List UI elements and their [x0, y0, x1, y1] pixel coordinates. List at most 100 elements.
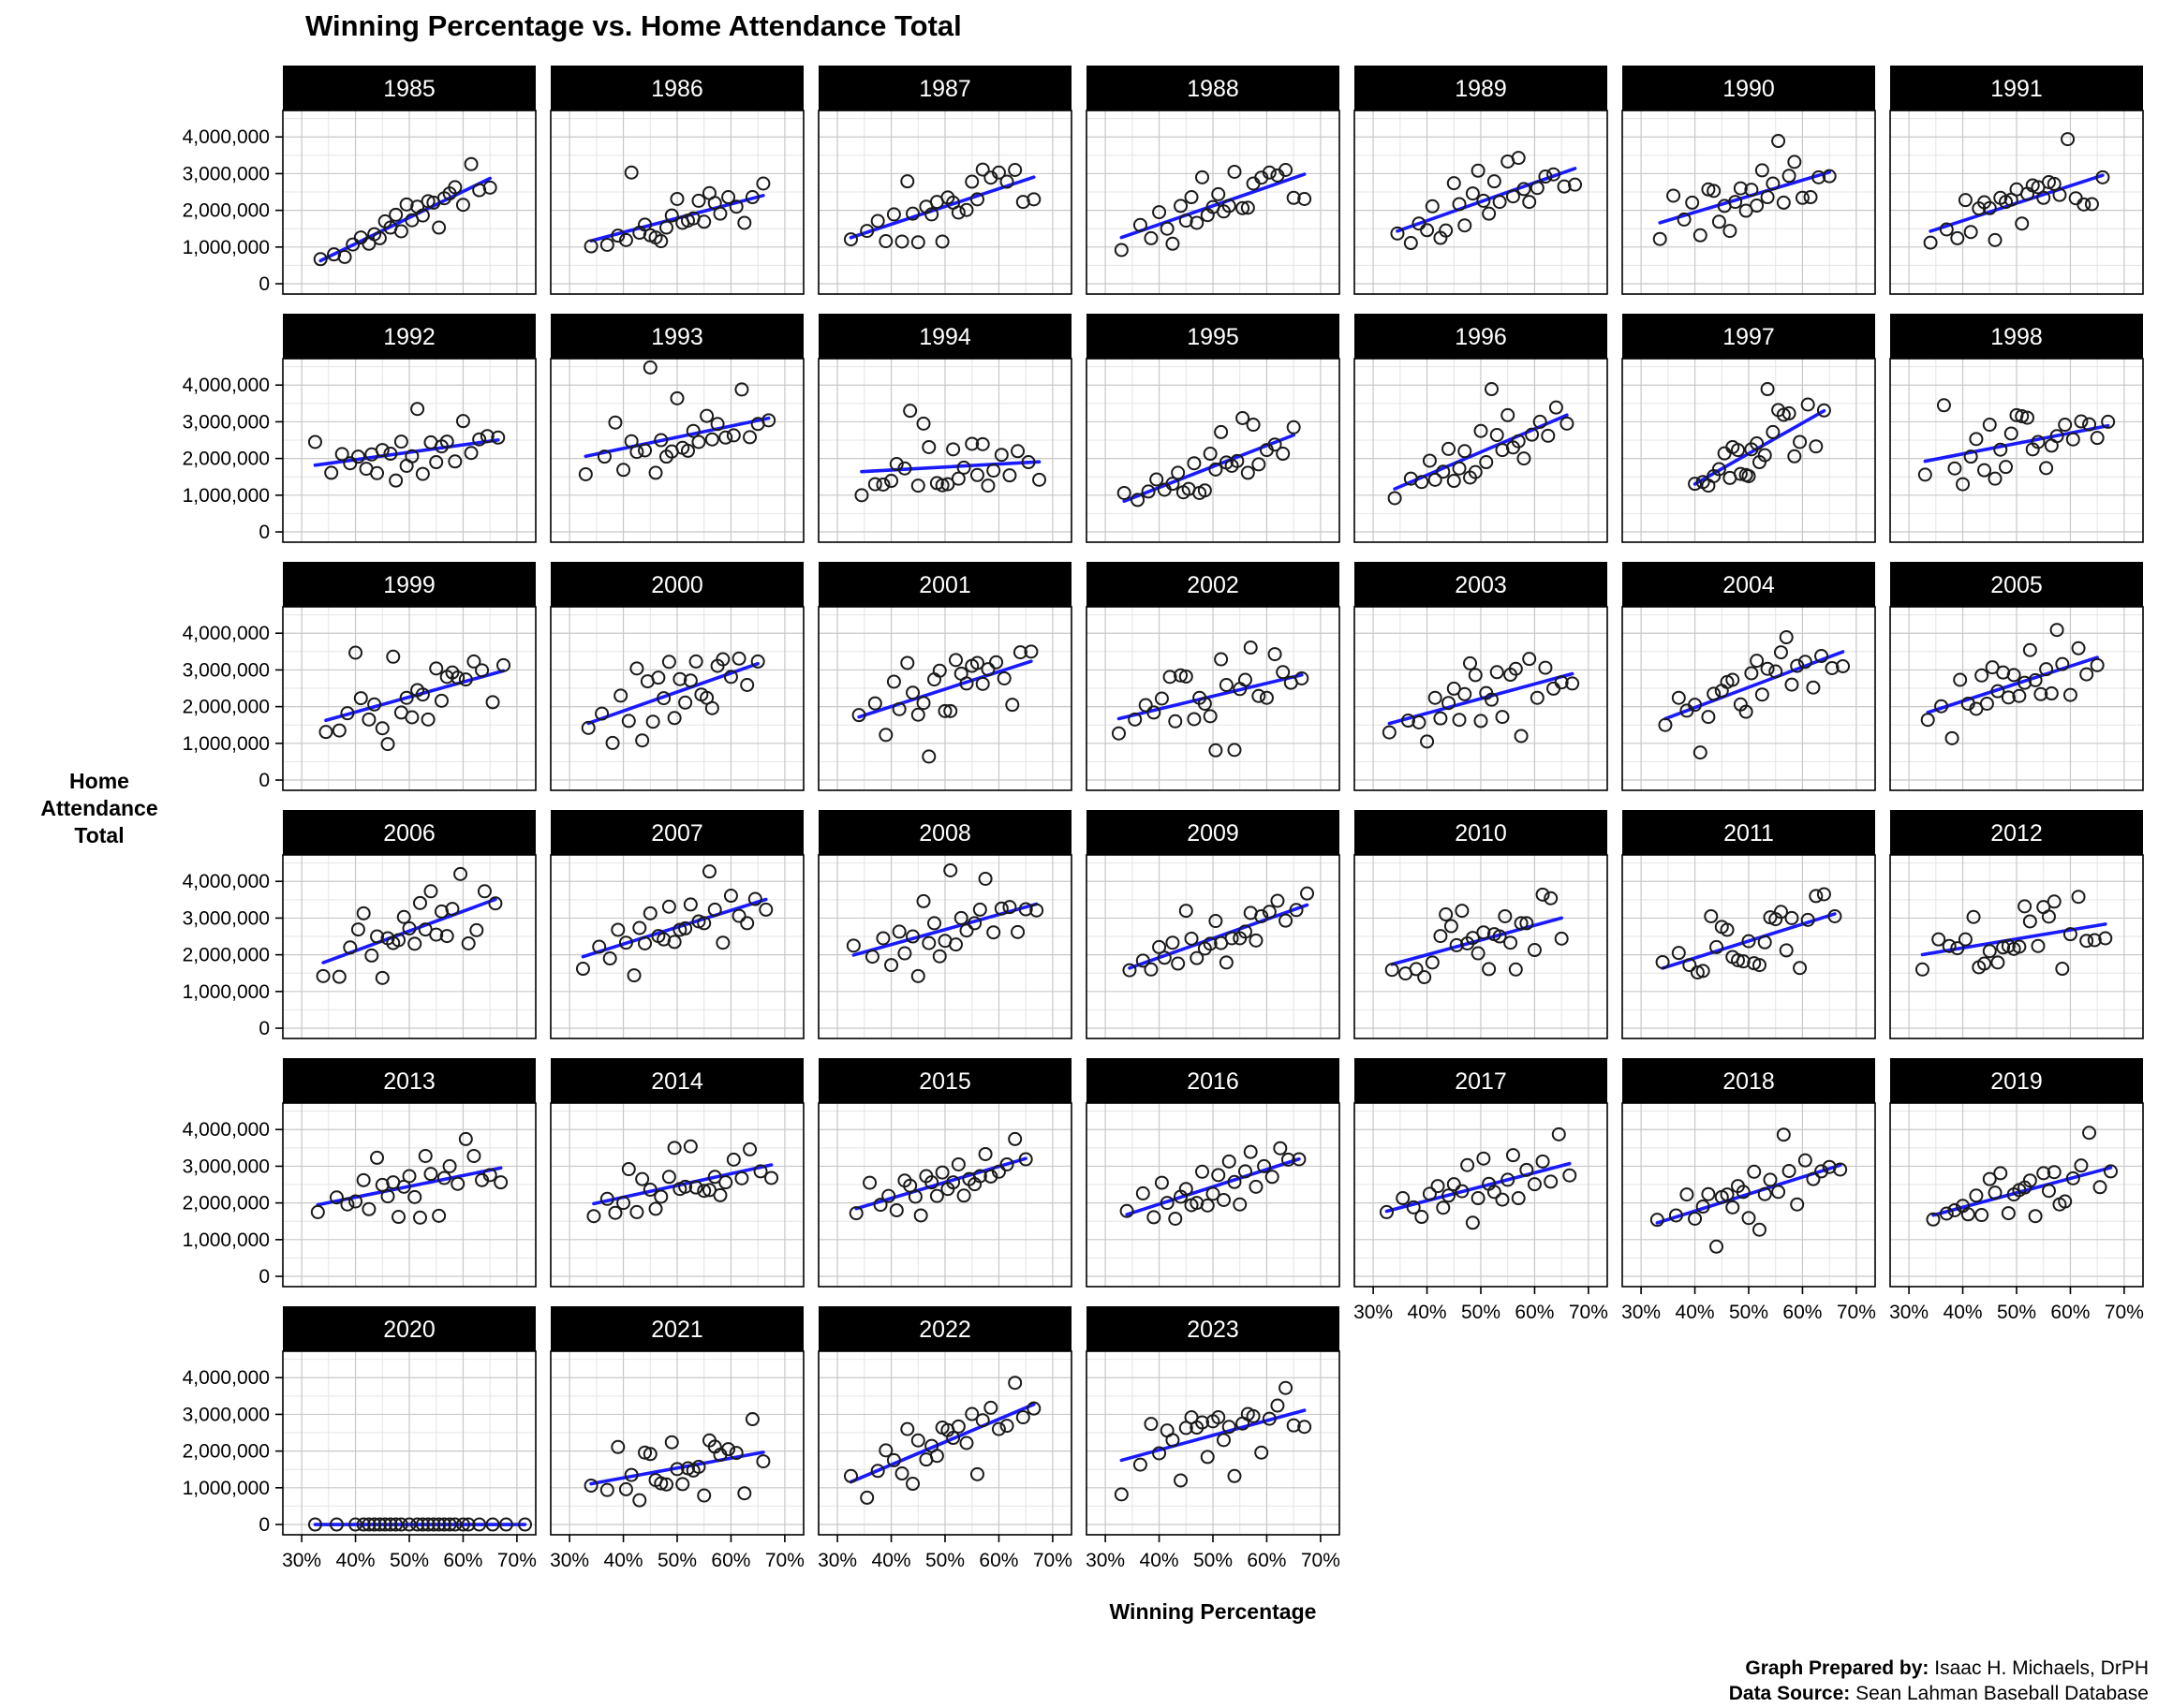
data-point [1254, 908, 1269, 923]
data-point [726, 1152, 741, 1167]
data-point [2022, 914, 2037, 929]
data-point [1289, 903, 1304, 918]
data-point [2071, 640, 2086, 655]
trend-line [1116, 672, 1304, 721]
data-point [1720, 1187, 1735, 1202]
data-point [1814, 1164, 1829, 1179]
data-point [916, 696, 931, 711]
x-tick-label: 60% [1247, 1550, 1286, 1571]
data-point [1508, 962, 1523, 977]
data-point [399, 690, 414, 705]
data-point [1463, 655, 1478, 670]
data-point [750, 654, 765, 669]
data-point [1184, 931, 1199, 946]
data-point [1174, 668, 1189, 683]
data-point [673, 922, 687, 937]
data-point [1165, 1433, 1180, 1448]
facet-strip [1354, 810, 1607, 855]
x-tick-label: 60% [979, 1550, 1018, 1571]
data-point [1152, 939, 1167, 954]
data-point [410, 402, 425, 417]
data-point [1119, 1203, 1134, 1218]
data-point [423, 1167, 438, 1182]
data-point [1744, 183, 1759, 198]
data-point [399, 197, 414, 212]
data-point [704, 700, 719, 715]
data-point [1436, 1200, 1451, 1215]
data-point [482, 180, 497, 195]
data-point [865, 950, 879, 964]
data-point [659, 220, 674, 235]
y-tick-label: 2,000,000 [183, 449, 270, 470]
data-point [729, 1446, 744, 1461]
data-point [2062, 687, 2077, 702]
facet-strip-label: 2001 [919, 572, 971, 598]
data-point [1286, 1418, 1301, 1433]
data-point [1538, 660, 1553, 675]
y-tick-label: 4,000,000 [183, 871, 270, 892]
data-point [396, 909, 411, 924]
data-point [943, 862, 958, 877]
data-point [464, 446, 479, 461]
data-point [906, 1477, 921, 1492]
data-point [678, 695, 693, 710]
data-point [421, 712, 436, 727]
data-point [851, 708, 866, 723]
x-tick-label: 70% [1837, 1302, 1876, 1323]
data-point [1420, 734, 1435, 749]
data-point [2033, 686, 2048, 701]
data-point [1757, 935, 1772, 950]
data-point [1122, 963, 1137, 978]
data-point [1455, 904, 1470, 919]
data-point [965, 436, 980, 451]
data-point [1425, 199, 1440, 214]
data-point [1679, 1187, 1694, 1202]
facet-strip [1622, 1058, 1875, 1103]
data-point [713, 1187, 728, 1202]
data-point [683, 673, 698, 688]
data-point [673, 671, 687, 686]
data-point [1243, 1144, 1258, 1159]
data-point [405, 449, 420, 464]
facet-strip-label: 2000 [651, 572, 703, 598]
data-point [429, 661, 444, 676]
data-point [1280, 1152, 1295, 1167]
data-point [745, 190, 760, 205]
data-point [334, 447, 349, 462]
data-point [386, 649, 401, 664]
data-point [1184, 190, 1199, 205]
facet-strip [819, 1306, 1072, 1351]
trend-line [857, 659, 1033, 719]
data-point [1168, 714, 1183, 729]
data-point [946, 1431, 961, 1446]
data-point [1779, 630, 1794, 645]
data-point [348, 645, 363, 660]
data-point [2082, 417, 2097, 432]
data-point [999, 1156, 1014, 1171]
data-point [324, 465, 339, 480]
data-point [1825, 660, 1840, 675]
data-point [1286, 190, 1301, 205]
facet-strip-label: 1988 [1187, 76, 1239, 102]
data-point [1658, 717, 1673, 732]
data-point [716, 935, 731, 950]
data-point [318, 725, 333, 740]
data-point [1950, 941, 1965, 956]
data-point [1709, 1239, 1724, 1254]
facet-strip [551, 66, 804, 110]
data-point [886, 674, 901, 689]
facet-2007: 2007 [550, 810, 805, 1039]
facet-strip [1354, 562, 1607, 607]
data-point [608, 1205, 623, 1220]
data-point [477, 884, 492, 899]
data-point [597, 449, 612, 464]
data-point [892, 701, 907, 716]
data-point [2101, 414, 2116, 429]
x-tick-label: 30% [1621, 1302, 1661, 1323]
data-point [629, 1204, 644, 1219]
data-point [1219, 955, 1234, 970]
data-point [1559, 416, 1574, 431]
data-point [1455, 1184, 1470, 1199]
facet-strip [551, 562, 804, 607]
data-point [1747, 1164, 1762, 1179]
